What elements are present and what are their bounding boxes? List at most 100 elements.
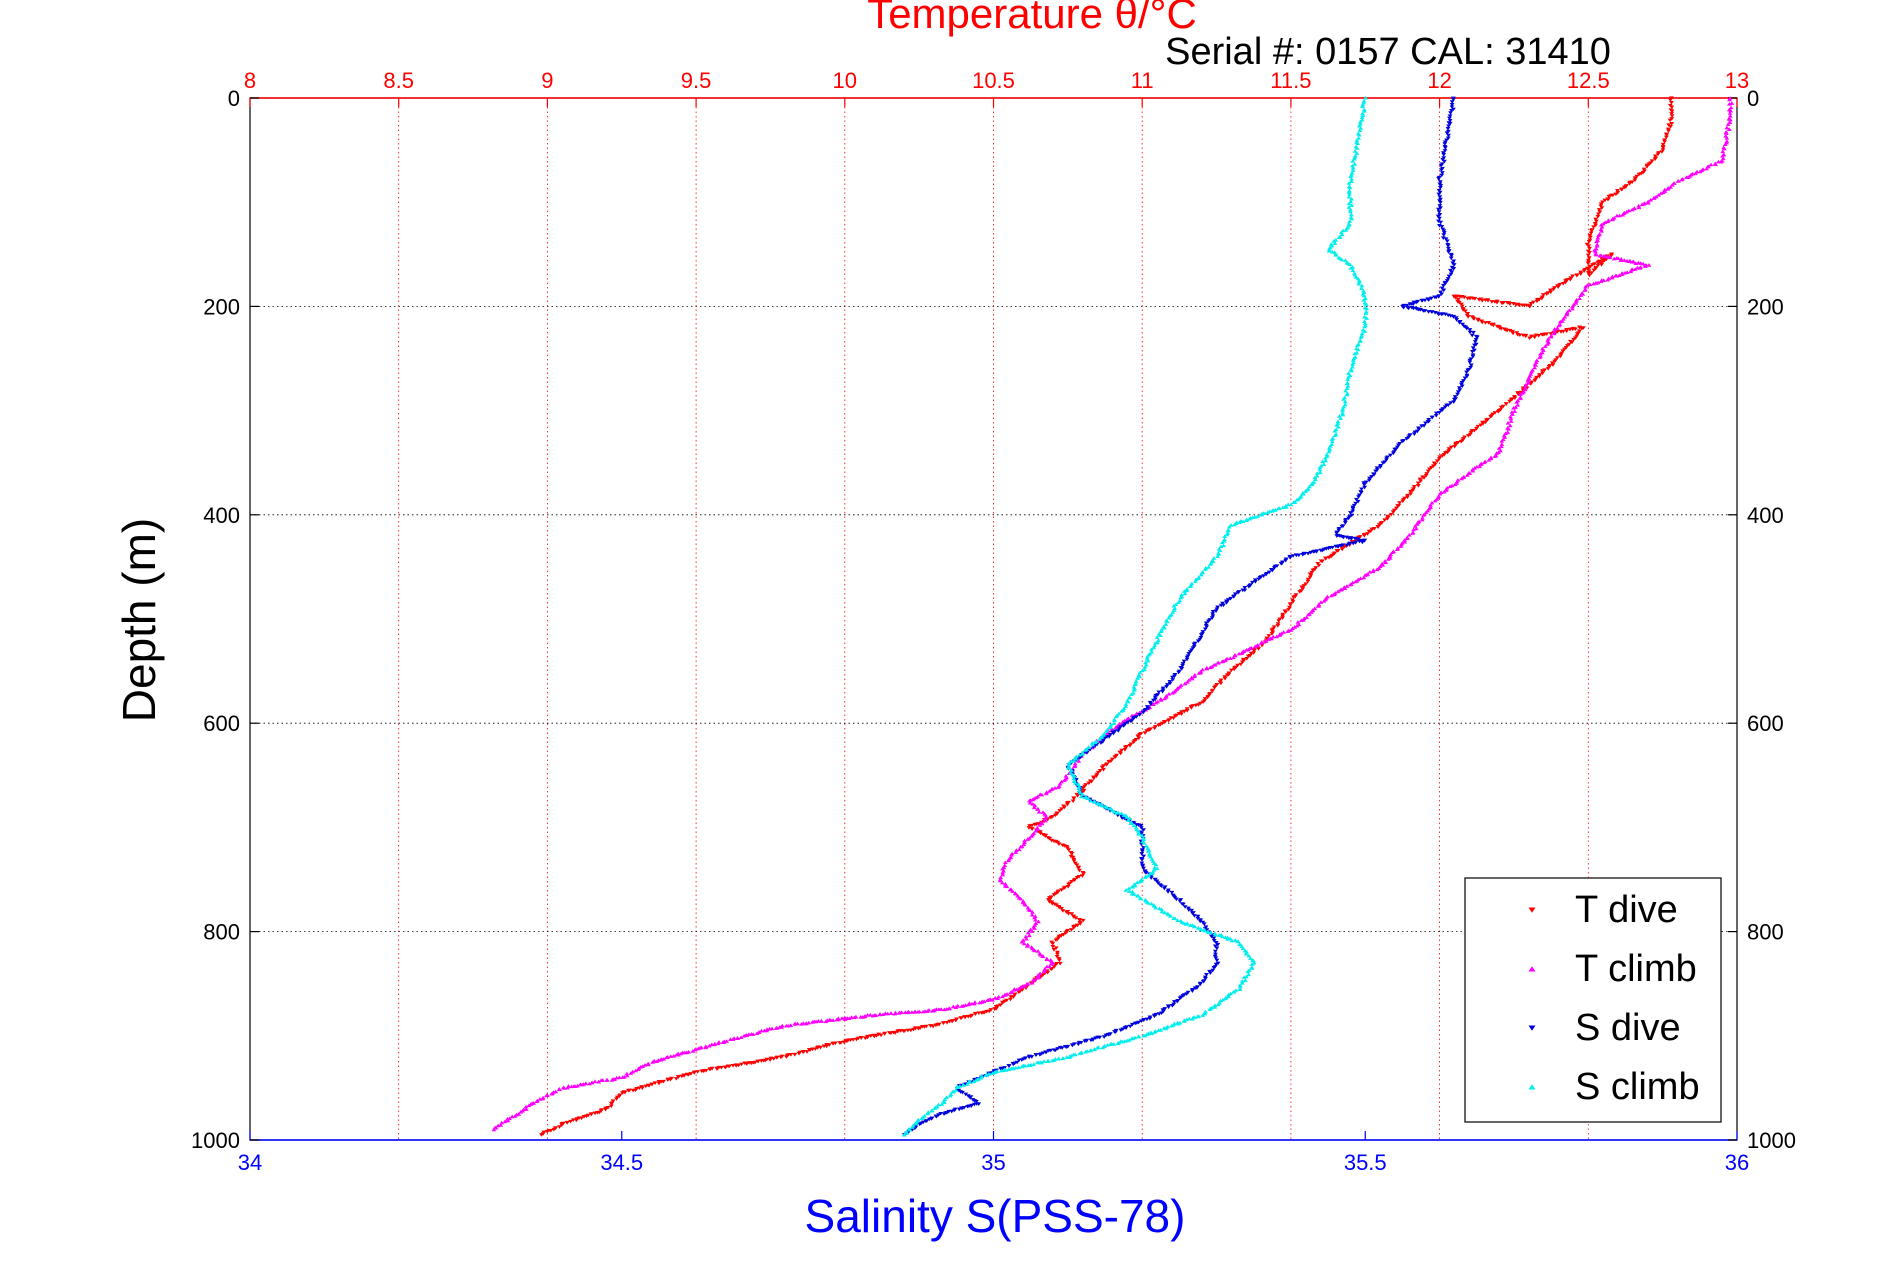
data-point xyxy=(1438,163,1444,168)
data-point xyxy=(1442,142,1448,146)
data-point xyxy=(1023,936,1029,941)
series-s-climb xyxy=(901,95,1370,1137)
data-point xyxy=(1474,464,1480,469)
data-point xyxy=(1599,257,1605,262)
data-point xyxy=(1336,235,1342,240)
data-point xyxy=(1605,277,1611,282)
data-point xyxy=(573,1118,579,1123)
data-point xyxy=(1323,458,1329,463)
data-point xyxy=(1154,879,1160,884)
data-point xyxy=(1615,256,1621,260)
data-point xyxy=(1021,1057,1027,1061)
data-point xyxy=(1408,489,1414,494)
data-point xyxy=(958,1016,964,1020)
data-point xyxy=(1021,842,1027,847)
data-point xyxy=(1433,411,1439,416)
data-point xyxy=(1200,700,1206,705)
data-point xyxy=(1091,776,1097,781)
data-point xyxy=(1542,368,1547,372)
data-point xyxy=(1570,304,1575,309)
data-point xyxy=(1314,471,1320,475)
data-point xyxy=(1358,126,1364,130)
data-point xyxy=(1371,568,1376,572)
data-point xyxy=(1579,326,1585,331)
data-point xyxy=(1474,335,1480,340)
data-point xyxy=(1164,683,1170,687)
data-point xyxy=(1210,609,1216,614)
data-point xyxy=(1182,681,1188,686)
data-point xyxy=(1594,252,1599,257)
data-point xyxy=(1211,556,1217,560)
data-point xyxy=(1027,824,1033,828)
data-point xyxy=(1072,781,1078,785)
data-point xyxy=(1027,798,1032,803)
data-point xyxy=(1563,280,1568,285)
legend-marker xyxy=(1528,1025,1536,1031)
data-point xyxy=(1668,98,1673,102)
data-point xyxy=(1443,451,1448,455)
data-point xyxy=(1202,567,1208,571)
data-point xyxy=(1153,641,1158,645)
data-point xyxy=(1023,902,1028,907)
data-point xyxy=(1065,846,1070,851)
data-point xyxy=(1492,454,1498,458)
data-point xyxy=(1242,978,1248,983)
data-point xyxy=(1525,380,1531,385)
data-point xyxy=(1245,969,1251,974)
data-point xyxy=(1045,1059,1051,1064)
data-point xyxy=(1334,531,1340,536)
data-point xyxy=(695,1046,701,1051)
data-point xyxy=(1129,885,1135,889)
data-point xyxy=(539,1133,544,1137)
data-point xyxy=(1343,388,1348,393)
data-point xyxy=(1040,954,1046,959)
data-point xyxy=(1000,872,1006,877)
data-point xyxy=(1207,1007,1213,1012)
data-point xyxy=(1186,652,1192,656)
data-point xyxy=(1000,870,1006,875)
data-point xyxy=(862,1036,868,1041)
data-point xyxy=(972,1012,978,1016)
data-point xyxy=(1508,414,1513,419)
data-point xyxy=(967,1096,973,1100)
data-point xyxy=(1442,405,1448,409)
data-point xyxy=(1158,698,1164,702)
data-point xyxy=(1144,654,1150,659)
data-point xyxy=(1057,809,1063,813)
data-point xyxy=(1019,939,1025,944)
data-point xyxy=(1551,331,1557,336)
data-point xyxy=(577,1082,583,1087)
data-point xyxy=(1235,663,1241,668)
data-point xyxy=(1321,599,1327,603)
data-point xyxy=(1467,358,1473,363)
data-point xyxy=(1287,555,1293,560)
data-point xyxy=(1346,194,1352,199)
series-t-dive xyxy=(539,96,1675,1137)
data-point xyxy=(1347,582,1353,587)
data-point xyxy=(673,1052,679,1057)
data-point xyxy=(1140,864,1146,869)
data-point xyxy=(834,1017,840,1022)
data-point xyxy=(1071,859,1077,863)
top-tick-label: 8 xyxy=(244,68,256,93)
data-point xyxy=(1207,665,1213,669)
data-point xyxy=(1243,518,1249,522)
data-point xyxy=(1239,979,1245,983)
data-point xyxy=(1444,131,1450,135)
data-point xyxy=(1658,191,1664,195)
data-point xyxy=(1169,1003,1175,1008)
data-point xyxy=(1720,153,1725,158)
data-point xyxy=(1336,528,1342,533)
data-point xyxy=(1002,881,1008,886)
data-point xyxy=(1180,902,1186,907)
data-point xyxy=(1527,336,1532,341)
data-point xyxy=(1033,829,1039,833)
data-point xyxy=(1346,190,1352,194)
data-point xyxy=(1034,1060,1040,1065)
data-point xyxy=(1356,136,1362,140)
data-point xyxy=(1473,338,1479,342)
data-point xyxy=(1629,207,1635,212)
data-point xyxy=(1438,220,1444,225)
data-point xyxy=(1083,1049,1088,1054)
data-point xyxy=(650,1060,656,1064)
